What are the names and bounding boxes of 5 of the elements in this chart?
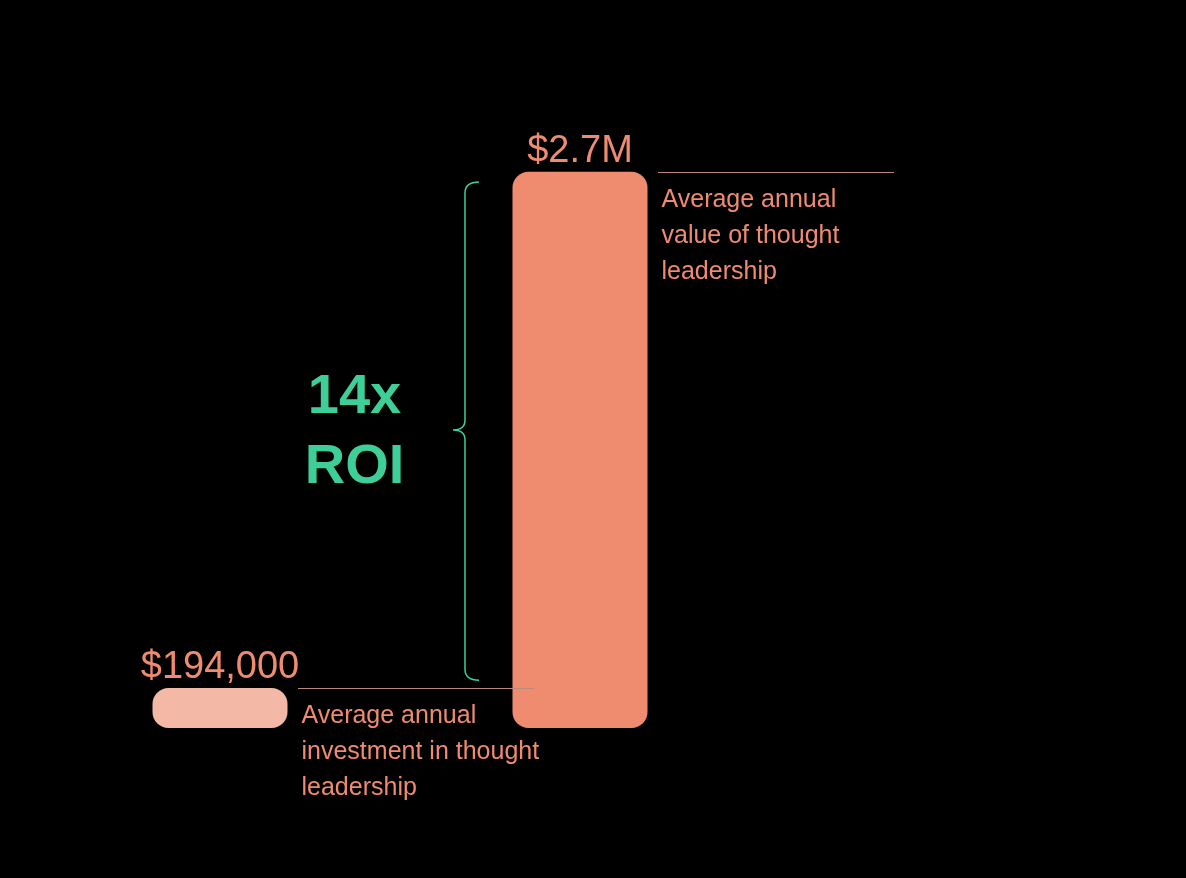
annotation: 14x ROI	[303, 360, 406, 497]
data-label: $194,000	[140, 644, 300, 687]
data-label: $2.7M	[527, 127, 633, 170]
annotation: Average annual investment in thought leadership	[301, 699, 541, 803]
annotation: Average annual value of thought leadership	[661, 182, 841, 286]
